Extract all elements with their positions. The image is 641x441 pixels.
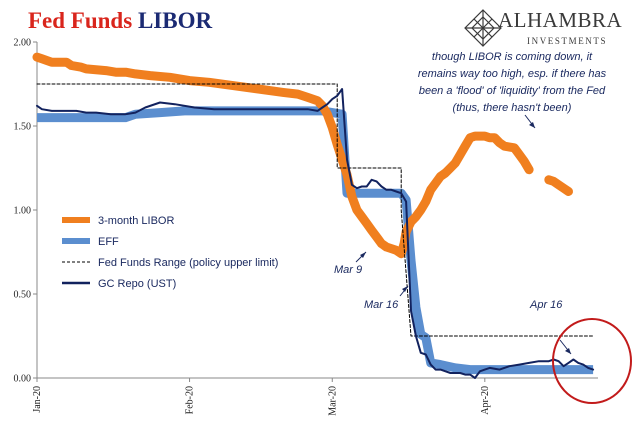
x-tick-label: Feb-20 <box>185 386 196 414</box>
chart-title: Fed Funds LIBOR <box>28 8 212 34</box>
legend: 3-month LIBOR EFF Fed Funds Range (polic… <box>62 215 278 290</box>
mar16-label: Mar 16 <box>364 299 399 311</box>
legend-label-gc-repo: GC Repo (UST) <box>98 278 176 290</box>
mar16-arrow-head <box>402 286 408 292</box>
note-line-3: been a 'flood' of 'liquidity' from the F… <box>419 85 606 97</box>
legend-label-range: Fed Funds Range (policy upper limit) <box>98 257 278 269</box>
title-libor: LIBOR <box>137 8 213 33</box>
mar9-label: Mar 9 <box>334 264 362 276</box>
note-line-1: though LIBOR is coming down, it <box>432 51 593 63</box>
logo-name: ALHAMBRA <box>498 8 623 32</box>
note-line-2: remains way too high, esp. if there has <box>418 68 607 80</box>
plot-area <box>32 52 595 379</box>
legend-label-effr: EFF <box>98 236 119 248</box>
libor-line-segment-1 <box>32 52 534 259</box>
axes: 0.00 0.50 1.00 1.50 2.00 Jan-20 Feb-20 Mar-20 Ap… <box>14 38 598 416</box>
x-tick-label: Apr-20 <box>480 386 491 415</box>
note-line-4: (thus, there hasn't been) <box>453 102 572 114</box>
y-tick-label: 0.50 <box>14 290 32 301</box>
libor-line-segment-2 <box>544 175 573 196</box>
legend-label-libor: 3-month LIBOR <box>98 215 174 227</box>
y-tick-label: 0.00 <box>14 374 32 385</box>
y-tick-label: 1.50 <box>14 122 32 133</box>
apr16-arrow-head <box>565 348 571 354</box>
title-fed-funds: Fed Funds <box>28 8 133 33</box>
mar9-arrow-head <box>360 252 366 258</box>
y-tick-label: 1.00 <box>14 206 32 217</box>
x-tick-label: Mar-20 <box>327 386 338 416</box>
x-tick-label: Jan-20 <box>32 386 43 413</box>
effr-line <box>37 106 594 375</box>
highlight-circle <box>552 318 632 404</box>
note-arrow-head <box>529 122 535 128</box>
diamond-lattice-icon <box>464 9 502 47</box>
logo-subtitle: INVESTMENTS <box>527 36 608 46</box>
fed-funds-range-line <box>36 83 594 337</box>
gc-repo-line <box>36 88 595 379</box>
y-tick-label: 2.00 <box>14 38 32 49</box>
annotations: though LIBOR is coming down, it remains … <box>334 51 632 404</box>
apr16-label: Apr 16 <box>529 299 563 311</box>
